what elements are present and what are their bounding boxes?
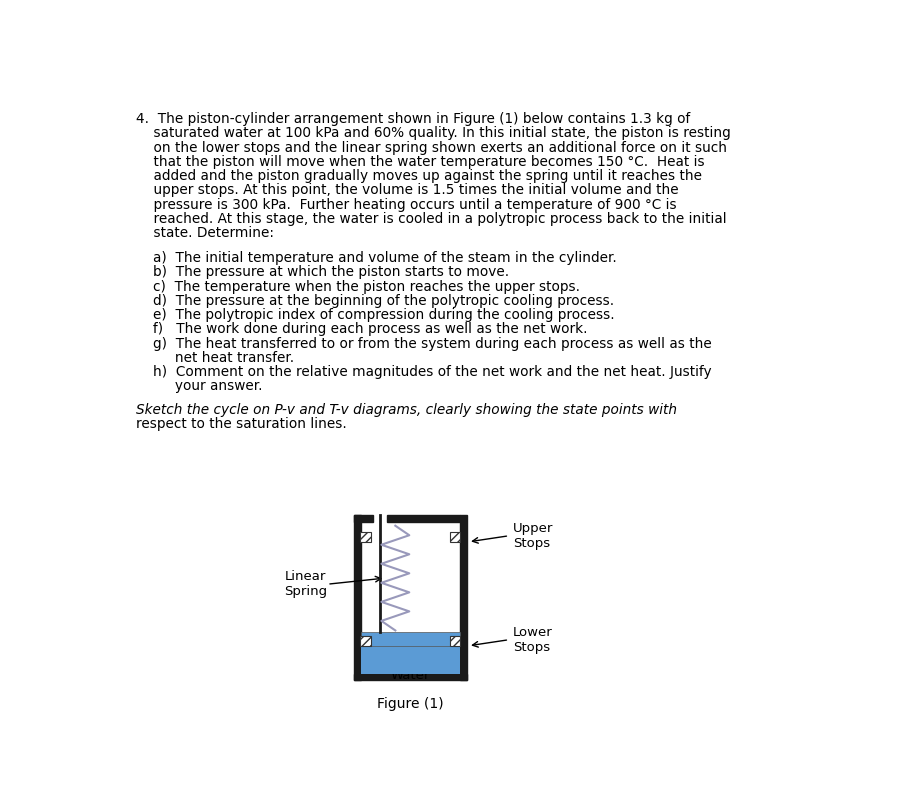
- Text: on the lower stops and the linear spring shown exerts an additional force on it : on the lower stops and the linear spring…: [136, 141, 726, 155]
- Text: Figure (1): Figure (1): [377, 697, 444, 711]
- Text: c)  The temperature when the piston reaches the upper stops.: c) The temperature when the piston reach…: [152, 279, 579, 294]
- Text: f)   The work done during each process as well as the net work.: f) The work done during each process as …: [152, 322, 587, 337]
- Text: state. Determine:: state. Determine:: [136, 226, 273, 240]
- Text: e)  The polytropic index of compression during the cooling process.: e) The polytropic index of compression d…: [152, 308, 614, 322]
- Text: g)  The heat transferred to or from the system during each process as well as th: g) The heat transferred to or from the s…: [152, 337, 711, 351]
- Text: net heat transfer.: net heat transfer.: [152, 351, 293, 365]
- Text: upper stops. At this point, the volume is 1.5 times the initial volume and the: upper stops. At this point, the volume i…: [136, 183, 678, 198]
- Text: Lower
Stops: Lower Stops: [513, 626, 552, 653]
- Bar: [353, 673, 466, 680]
- Bar: [386, 515, 459, 522]
- Bar: [360, 636, 371, 646]
- Text: added and the piston gradually moves up against the spring until it reaches the: added and the piston gradually moves up …: [136, 169, 701, 183]
- Text: reached. At this stage, the water is cooled in a polytropic process back to the : reached. At this stage, the water is coo…: [136, 212, 725, 226]
- Text: respect to the saturation lines.: respect to the saturation lines.: [136, 417, 346, 431]
- Text: h)  Comment on the relative magnitudes of the net work and the net heat. Justify: h) Comment on the relative magnitudes of…: [152, 365, 711, 380]
- Bar: [353, 515, 373, 522]
- Text: your answer.: your answer.: [152, 380, 262, 393]
- Bar: [449, 636, 460, 646]
- Bar: [361, 646, 459, 673]
- Text: d)  The pressure at the beginning of the polytropic cooling process.: d) The pressure at the beginning of the …: [152, 294, 613, 308]
- Text: saturated water at 100 kPa and 60% quality. In this initial state, the piston is: saturated water at 100 kPa and 60% quali…: [136, 126, 730, 141]
- Bar: [361, 522, 459, 673]
- Text: Water: Water: [390, 669, 430, 681]
- Text: Linear
Spring: Linear Spring: [284, 570, 327, 598]
- Text: pressure is 300 kPa.  Further heating occurs until a temperature of 900 °C is: pressure is 300 kPa. Further heating occ…: [136, 198, 676, 212]
- Text: that the piston will move when the water temperature becomes 150 °C.  Heat is: that the piston will move when the water…: [136, 155, 703, 169]
- Text: b)  The pressure at which the piston starts to move.: b) The pressure at which the piston star…: [152, 265, 508, 279]
- Bar: [360, 532, 371, 542]
- Bar: [459, 515, 466, 680]
- Text: 4.  The piston-cylinder arrangement shown in Figure (1) below contains 1.3 kg of: 4. The piston-cylinder arrangement shown…: [136, 112, 690, 126]
- Bar: [353, 515, 361, 680]
- Bar: [361, 632, 459, 646]
- Text: Sketch the cycle on P-v and T-v diagrams, clearly showing the state points with: Sketch the cycle on P-v and T-v diagrams…: [136, 403, 676, 417]
- Bar: [449, 532, 460, 542]
- Text: Upper
Stops: Upper Stops: [513, 522, 553, 549]
- Text: a)  The initial temperature and volume of the steam in the cylinder.: a) The initial temperature and volume of…: [152, 251, 616, 265]
